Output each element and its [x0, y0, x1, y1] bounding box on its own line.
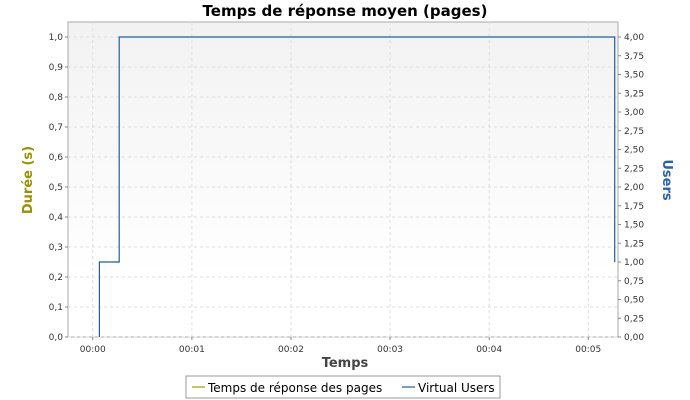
right-tick-label: 1,50 — [624, 221, 644, 231]
right-tick-label: 0,50 — [624, 296, 644, 306]
left-tick-label: 0,3 — [49, 243, 63, 253]
left-tick-label: 0,0 — [49, 333, 64, 343]
right-tick-label: 0,00 — [624, 333, 644, 343]
right-tick-label: 0,25 — [624, 314, 644, 324]
right-tick-label: 1,75 — [624, 202, 644, 212]
left-tick-label: 0,8 — [49, 93, 64, 103]
legend-label-response: Temps de réponse des pages — [207, 381, 382, 395]
chart-title: Temps de réponse moyen (pages) — [203, 2, 488, 20]
left-axis-ticks: 0,0 0,1 0,2 0,3 0,4 0,5 0,6 0,7 0,8 0,9 1,0 — [49, 33, 68, 343]
right-axis-title: Users — [659, 159, 674, 201]
x-tick-label: 00:01 — [179, 345, 205, 355]
x-tick-label: 00:05 — [575, 345, 601, 355]
right-tick-label: 3,25 — [624, 89, 644, 99]
x-tick-label: 00:03 — [377, 345, 403, 355]
legend-label-users: Virtual Users — [418, 381, 495, 395]
x-tick-label: 00:00 — [80, 345, 106, 355]
x-tick-label: 00:02 — [278, 345, 304, 355]
right-tick-label: 2,50 — [624, 146, 644, 156]
left-tick-label: 0,9 — [49, 63, 64, 73]
right-tick-label: 3,00 — [624, 108, 644, 118]
left-tick-label: 0,6 — [49, 153, 64, 163]
left-tick-label: 0,1 — [49, 303, 63, 313]
right-tick-label: 3,75 — [624, 52, 644, 62]
left-tick-label: 0,2 — [49, 273, 63, 283]
right-tick-label: 2,25 — [624, 164, 644, 174]
legend-box — [185, 375, 501, 399]
left-tick-label: 0,7 — [49, 123, 63, 133]
left-axis-title: Durée (s) — [21, 146, 36, 214]
right-tick-label: 3,50 — [624, 71, 644, 81]
plot-area — [67, 21, 619, 338]
x-axis-ticks: 00:00 00:01 00:02 00:03 00:04 00:05 — [80, 337, 601, 355]
series-line-virtual-users — [98, 36, 616, 337]
right-tick-label: 1,25 — [624, 239, 644, 249]
series-layer — [98, 36, 616, 337]
left-tick-label: 0,5 — [49, 183, 63, 193]
legend: Temps de réponse des pages Virtual Users — [185, 375, 501, 399]
right-tick-label: 2,00 — [624, 183, 644, 193]
grid-lines — [68, 22, 618, 338]
left-tick-label: 0,4 — [49, 213, 64, 223]
right-tick-label: 0,75 — [624, 277, 644, 287]
x-axis-title: Temps — [322, 356, 369, 371]
right-tick-label: 2,75 — [624, 127, 644, 137]
right-tick-label: 1,00 — [624, 258, 644, 268]
x-tick-label: 00:04 — [476, 345, 502, 355]
right-axis-ticks: 0,00 0,25 0,50 0,75 1,00 1,25 1,50 1,75 2,00 2,25… — [618, 33, 644, 343]
left-tick-label: 1,0 — [49, 33, 64, 43]
right-tick-label: 4,00 — [624, 33, 644, 43]
